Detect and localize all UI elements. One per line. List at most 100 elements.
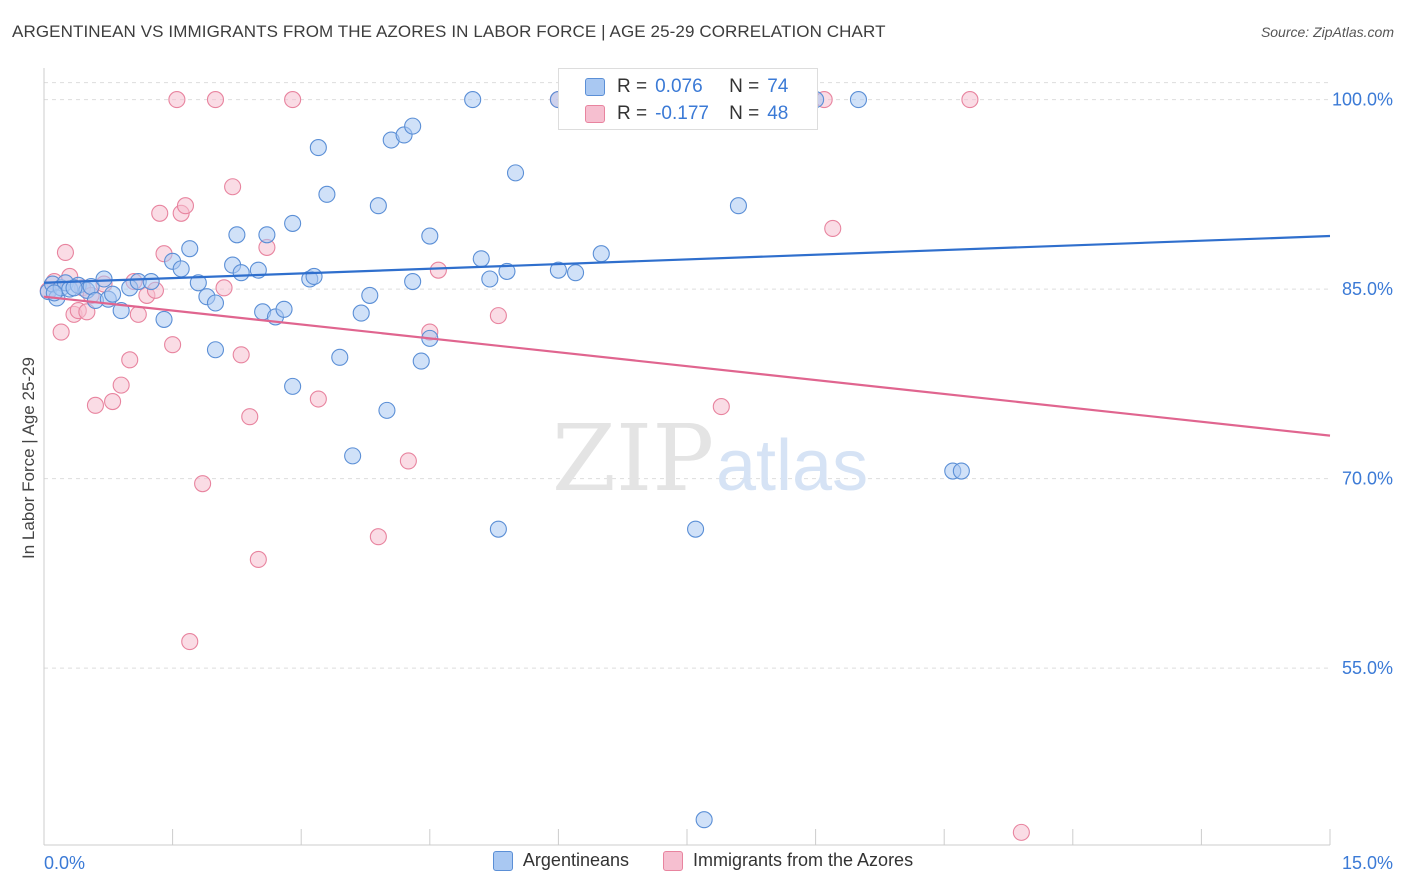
azores-point xyxy=(181,633,199,651)
argentineans-point xyxy=(142,272,160,291)
grid-lines xyxy=(44,82,1330,669)
axes xyxy=(43,68,1331,846)
azores-point xyxy=(399,452,417,470)
legend-label: Argentineans xyxy=(522,850,629,870)
r-value: 0.076 xyxy=(655,76,703,97)
argentineans-trend-line xyxy=(43,234,1331,284)
chart-title: ARGENTINEAN VS IMMIGRANTS FROM THE AZORE… xyxy=(12,22,886,41)
azores-point xyxy=(1012,823,1030,841)
source-note: Source: ZipAtlas.com xyxy=(1260,24,1394,40)
pink-swatch xyxy=(585,105,605,123)
r-label: R = xyxy=(617,76,648,97)
argentineans-point xyxy=(549,261,567,279)
argentineans-point xyxy=(258,226,276,244)
argentineans-point xyxy=(566,264,585,282)
legend-label: Immigrants from the Azores xyxy=(693,850,914,870)
y-tick-label: 70.0% xyxy=(1342,469,1393,489)
argentineans-point xyxy=(421,227,439,245)
argentineans-point xyxy=(404,117,422,135)
azores-point xyxy=(194,475,212,493)
argentineans-point xyxy=(275,300,293,318)
argentineans-point xyxy=(232,264,250,282)
argentineans-point xyxy=(729,197,747,215)
argentineans-point xyxy=(481,270,499,288)
stats-row-azores: R = -0.177 N = 48 xyxy=(559,100,817,128)
argentineans-point xyxy=(687,520,705,538)
azores-point xyxy=(78,303,96,321)
argentineans-point xyxy=(695,811,713,829)
legend-item-azores[interactable]: Immigrants from the Azores xyxy=(663,850,913,871)
tick-labels: 100.0% 85.0% 70.0% 55.0% 0.0% 15.0% xyxy=(44,90,1393,873)
n-value: 48 xyxy=(767,103,789,124)
argentineans-point xyxy=(284,214,302,232)
argentineans-point xyxy=(404,272,422,291)
azores-point xyxy=(164,336,182,354)
azores-point xyxy=(151,204,169,222)
argentineans-point xyxy=(369,197,387,215)
argentineans-point xyxy=(464,91,482,109)
x-tick-label: 15.0% xyxy=(1342,853,1393,873)
y-axis-label: In Labor Force | Age 25-29 xyxy=(19,357,38,559)
n-value: 74 xyxy=(767,76,789,97)
argentineans-point xyxy=(284,377,302,395)
argentineans-point xyxy=(344,447,362,465)
azores-point xyxy=(168,91,186,109)
argentineans-point xyxy=(172,260,190,278)
y-tick-label: 100.0% xyxy=(1332,90,1393,110)
stats-row-argentineans: R = 0.076 N = 74 xyxy=(559,73,817,101)
azores-point xyxy=(824,219,842,238)
argentineans-point xyxy=(412,352,430,370)
argentineans-point xyxy=(378,401,396,419)
argentineans-point xyxy=(489,520,507,538)
argentineans-point xyxy=(592,245,610,263)
argentineans-point xyxy=(228,226,246,244)
argentineans-point xyxy=(849,91,868,109)
azores-point xyxy=(176,197,195,215)
argentineans-point xyxy=(331,348,349,366)
watermark-atlas: atlas xyxy=(716,426,868,506)
azores-point xyxy=(129,305,147,323)
watermark-zip: ZIP xyxy=(552,405,714,512)
azores-point xyxy=(961,91,979,109)
azores-point xyxy=(241,408,259,426)
blue-swatch xyxy=(585,78,605,96)
argentineans-point xyxy=(361,286,379,304)
argentineans-point xyxy=(189,274,207,292)
argentineans-point xyxy=(305,267,323,286)
trend-lines xyxy=(43,234,1331,437)
argentineans-point xyxy=(318,185,336,203)
argentineans-point xyxy=(506,164,525,182)
azores-point xyxy=(104,392,122,411)
azores-point xyxy=(309,390,327,408)
azores-trend-line xyxy=(43,295,1331,437)
argentineans-point xyxy=(181,240,199,258)
argentineans-point xyxy=(155,310,173,328)
azores-point xyxy=(224,178,242,196)
argentineans-point xyxy=(498,262,516,280)
azores-point xyxy=(489,307,507,325)
azores-point xyxy=(206,91,225,109)
pink-swatch xyxy=(663,850,683,871)
argentineans-point xyxy=(65,279,83,297)
azores-point xyxy=(712,398,730,416)
argentineans-point xyxy=(112,302,130,320)
azores-point xyxy=(56,243,74,262)
y-tick-label: 55.0% xyxy=(1342,658,1393,678)
azores-point xyxy=(369,528,387,546)
azores-point xyxy=(429,261,447,279)
data-points xyxy=(39,91,1030,841)
stats-legend: R = 0.076 N = 74 R = -0.177 N = 48 xyxy=(558,68,818,130)
azores-point xyxy=(112,376,130,394)
y-tick-label: 85.0% xyxy=(1342,279,1393,299)
azores-point xyxy=(232,346,250,364)
azores-point xyxy=(52,323,70,341)
azores-point xyxy=(121,351,139,369)
blue-swatch xyxy=(492,850,513,871)
n-label: N = xyxy=(729,76,760,97)
argentineans-point xyxy=(104,285,122,303)
azores-point xyxy=(249,550,267,569)
r-label: R = xyxy=(617,103,648,124)
r-value: -0.177 xyxy=(655,103,709,124)
legend-item-argentineans[interactable]: Argentineans xyxy=(492,850,629,871)
